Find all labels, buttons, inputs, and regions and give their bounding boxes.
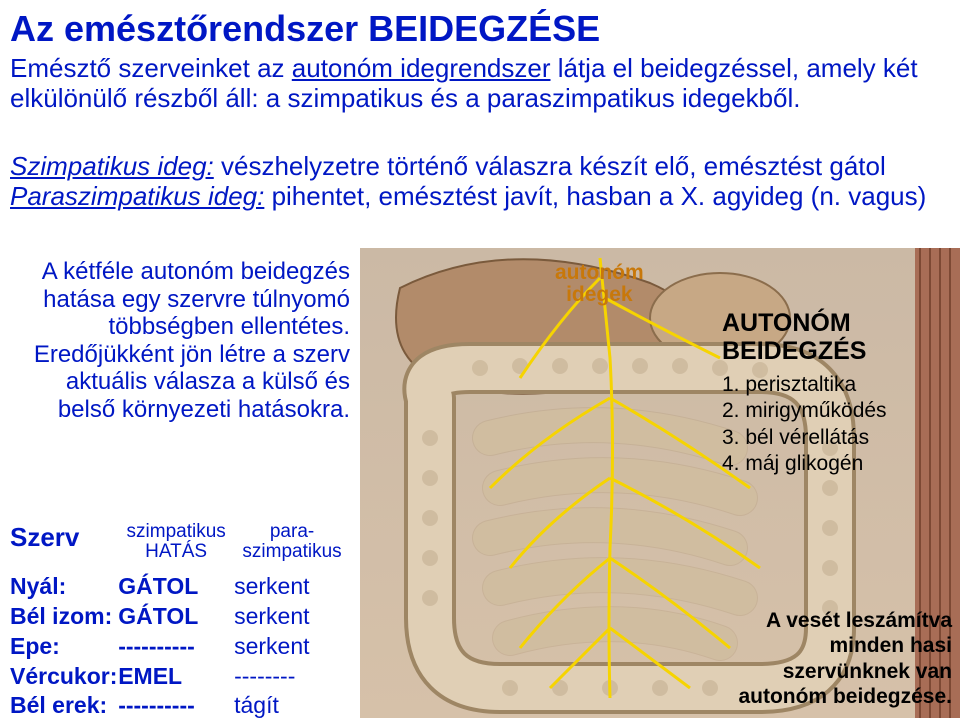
th-symp: szimpatikusHATÁS	[118, 522, 234, 562]
table-row: Bél izom:GÁTOLserkent	[10, 602, 350, 632]
cell-organ: Bél izom:	[10, 602, 118, 632]
cell-para: serkent	[234, 632, 350, 662]
page-title: Az emésztőrendszer BEIDEGZÉSE	[10, 8, 600, 50]
left-paragraph: A kétféle autonóm beidegzés hatása egy s…	[10, 258, 350, 424]
cell-symp: GÁTOL	[118, 602, 234, 632]
table-row: Vércukor:EMEL--------	[10, 662, 350, 692]
cell-para: serkent	[234, 602, 350, 632]
definitions: Szimpatikus ideg: vészhelyzetre történő …	[10, 152, 950, 212]
cell-symp: ----------	[118, 632, 234, 662]
def-para-text: pihentet, emésztést javít, hasban a X. a…	[264, 181, 926, 211]
intro-underlined: autonóm idegrendszer	[292, 53, 551, 83]
cell-organ: Vércukor:	[10, 662, 118, 692]
intro-paragraph: Emésztő szerveinket az autonóm idegrends…	[10, 54, 950, 114]
label-right-list: 1. perisztaltika2. mirigyműködés3. bél v…	[722, 372, 952, 477]
intro-pre: Emésztő szerveinket az	[10, 53, 292, 83]
th-organ: Szerv	[10, 522, 118, 562]
effects-table: Szerv szimpatikusHATÁS para-szimpatikus …	[10, 522, 350, 721]
table-header: Szerv szimpatikusHATÁS para-szimpatikus	[10, 522, 350, 562]
small-intestine-shadow	[490, 425, 740, 643]
label-autonom-idegek: autonómidegek	[555, 262, 644, 306]
list-item: 1. perisztaltika	[722, 372, 952, 398]
def-symp-label: Szimpatikus ideg:	[10, 151, 214, 181]
table-row: Nyál:GÁTOLserkent	[10, 572, 350, 602]
th-para: para-szimpatikus	[234, 522, 350, 562]
def-symp-text: vészhelyzetre történő válaszra készít el…	[214, 151, 886, 181]
label-right-title: AUTONÓM BEIDEGZÉS	[722, 310, 952, 365]
cell-organ: Nyál:	[10, 572, 118, 602]
cell-symp: GÁTOL	[118, 572, 234, 602]
cell-organ: Epe:	[10, 632, 118, 662]
list-item: 2. mirigyműködés	[722, 398, 952, 424]
cell-para: --------	[234, 662, 350, 692]
def-para-label: Paraszimpatikus ideg:	[10, 181, 264, 211]
cell-symp: EMEL	[118, 662, 234, 692]
label-bottom-right: A vesét leszámítva minden hasi szervünkn…	[712, 608, 952, 709]
list-item: 3. bél vérellátás	[722, 425, 952, 451]
list-item: 4. máj glikogén	[722, 451, 952, 477]
cell-para: serkent	[234, 572, 350, 602]
table-row: Epe:----------serkent	[10, 632, 350, 662]
